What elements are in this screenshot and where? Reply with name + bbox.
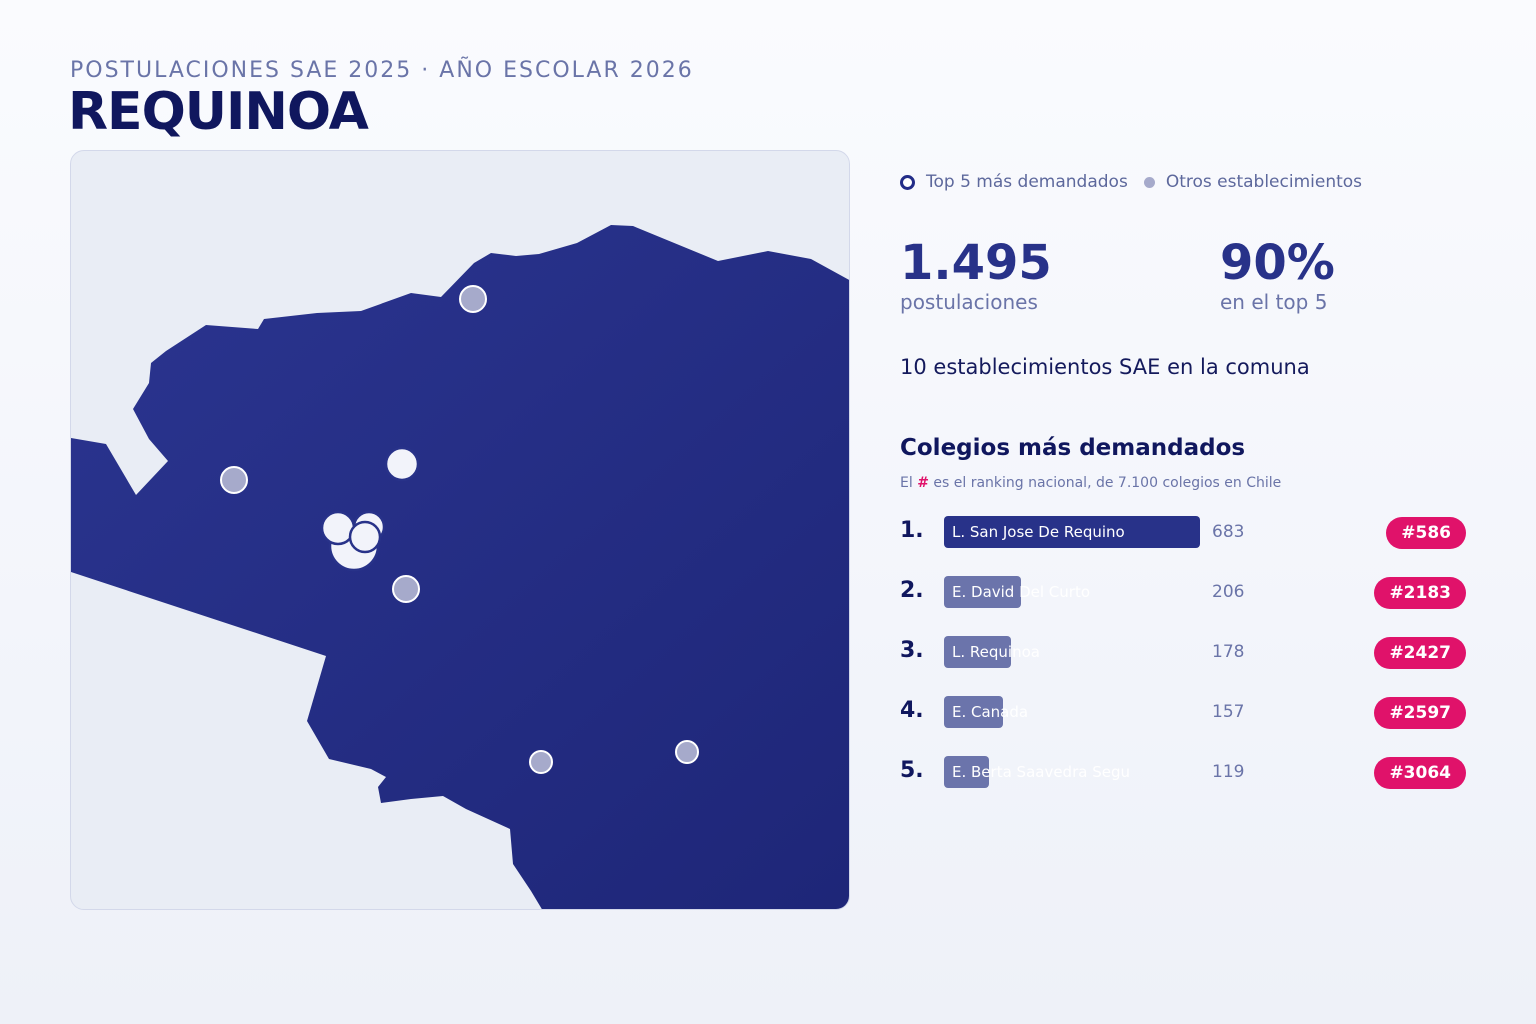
legend-others-label: Otros establecimientos: [1165, 172, 1363, 192]
applications-bar: [944, 516, 1200, 548]
page-title: REQUINOA: [68, 82, 369, 142]
ranking-row[interactable]: 3. L. Requinoa 178 #2427: [900, 636, 1466, 670]
ranking-note-hash: #: [917, 475, 929, 491]
ranking-row[interactable]: 4. E. Canada 157 #2597: [900, 696, 1466, 730]
applications-count: 206: [1212, 582, 1245, 602]
school-name: L. Requinoa: [952, 643, 1040, 661]
other-school-marker[interactable]: [220, 466, 248, 494]
rank-position: 3.: [900, 638, 924, 663]
ranking-row[interactable]: 5. E. Berta Saavedra Segu 119 #3064: [900, 756, 1466, 790]
applications-count: 178: [1212, 642, 1245, 662]
stat-top5-share-label: en el top 5: [1220, 290, 1328, 314]
stat-top5-share-value: 90%: [1220, 235, 1335, 291]
commune-map[interactable]: [71, 151, 850, 910]
national-rank-badge: #2597: [1374, 697, 1466, 729]
header-subtitle: POSTULACIONES SAE 2025 · AÑO ESCOLAR 202…: [70, 58, 694, 83]
other-school-marker[interactable]: [392, 575, 420, 603]
schools-count: 10 establecimientos SAE en la comuna: [900, 355, 1310, 379]
applications-bar: [944, 756, 989, 788]
rank-position: 4.: [900, 698, 924, 723]
top5-school-marker[interactable]: [384, 446, 420, 482]
legend-top5-label: Top 5 más demandados: [926, 172, 1128, 192]
commune-shape: [71, 225, 849, 909]
ranking-note: El # es el ranking nacional, de 7.100 co…: [900, 475, 1281, 491]
national-rank-badge: #2183: [1374, 577, 1466, 609]
school-markers: [220, 285, 699, 774]
other-school-marker[interactable]: [459, 285, 487, 313]
stat-applications-label: postulaciones: [900, 290, 1038, 314]
other-school-marker[interactable]: [675, 740, 699, 764]
stat-applications-value: 1.495: [900, 235, 1052, 291]
national-rank-badge: #3064: [1374, 757, 1466, 789]
applications-bar: [944, 636, 1011, 668]
map-panel[interactable]: [70, 150, 850, 910]
rank-position: 1.: [900, 518, 924, 543]
rank-position: 5.: [900, 758, 924, 783]
school-name: E. David Del Curto: [952, 583, 1091, 601]
applications-bar: [944, 576, 1021, 608]
top5-school-marker[interactable]: [348, 520, 382, 554]
ranking-row[interactable]: 2. E. David Del Curto 206 #2183: [900, 576, 1466, 610]
national-rank-badge: #2427: [1374, 637, 1466, 669]
stat-top5-share: 90% en el top 5: [1220, 232, 1335, 314]
other-marker-icon: [1143, 176, 1155, 188]
ranking-title: Colegios más demandados: [900, 435, 1246, 461]
ranking-note-suffix: es el ranking nacional, de 7.100 colegio…: [933, 475, 1282, 491]
applications-count: 683: [1212, 522, 1245, 542]
other-school-marker[interactable]: [529, 750, 553, 774]
school-name: E. Berta Saavedra Segu: [952, 763, 1130, 781]
ranking-row[interactable]: 1. L. San Jose De Requino 683 #586: [900, 516, 1466, 550]
map-legend: Top 5 más demandados Otros establecimien…: [900, 172, 1362, 192]
applications-bar: [944, 696, 1003, 728]
rank-position: 2.: [900, 578, 924, 603]
ranking-note-prefix: El: [900, 475, 913, 491]
applications-count: 157: [1212, 702, 1245, 722]
school-name: E. Canada: [952, 703, 1029, 721]
school-name: L. San Jose De Requino: [952, 523, 1125, 541]
top5-marker-icon: [900, 174, 915, 190]
stat-applications: 1.495 postulaciones: [900, 232, 1052, 314]
national-rank-badge: #586: [1386, 517, 1466, 549]
applications-count: 119: [1212, 762, 1245, 782]
